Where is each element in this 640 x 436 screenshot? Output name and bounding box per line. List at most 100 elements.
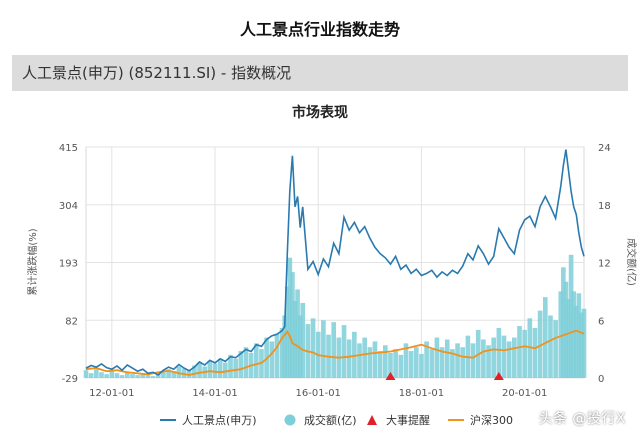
volume-bar — [295, 289, 300, 378]
left-tick-label: 82 — [65, 316, 78, 327]
volume-bar — [517, 326, 522, 378]
volume-bar — [460, 347, 466, 378]
event-marker — [493, 372, 504, 380]
legend-label: 成交额(亿) — [304, 413, 357, 427]
volume-bar — [292, 301, 298, 378]
volume-bar — [88, 373, 94, 378]
volume-bar — [481, 339, 486, 378]
volume-bar — [93, 369, 99, 378]
volume-bar — [357, 343, 362, 378]
volume-bar — [532, 327, 538, 378]
event-marker — [385, 372, 396, 380]
index-overview-label: 人工景点(申万) (852111.SI) - 指数概况 — [22, 64, 292, 82]
volume-bar — [424, 341, 429, 378]
chart-lines — [85, 149, 585, 376]
x-tick-label: 16-01-01 — [296, 388, 341, 399]
volume-bar — [434, 337, 440, 378]
volume-bar — [491, 337, 497, 378]
volume-bar — [233, 358, 238, 378]
volume-bar — [341, 325, 347, 378]
right-tick-label: 12 — [598, 259, 611, 270]
volume-bar — [269, 341, 275, 378]
left-tick-label: 415 — [59, 143, 78, 154]
volume-bar — [114, 373, 120, 378]
volume-bar — [372, 341, 378, 378]
x-tick-label: 12-01-01 — [89, 388, 134, 399]
volume-bar — [581, 308, 587, 378]
volume-bar — [217, 358, 223, 378]
volume-bar — [282, 315, 288, 378]
volume-bar — [104, 374, 109, 378]
volume-bar — [573, 305, 579, 378]
volume-bar — [377, 351, 383, 378]
volume-bar — [176, 366, 182, 378]
volume-bar — [228, 354, 233, 378]
volume-bar — [279, 327, 285, 378]
right-tick-label: 0 — [598, 374, 604, 385]
volume-bar — [558, 291, 564, 378]
legend-swatch-event — [367, 415, 377, 425]
chart-title: 市场表现 — [292, 105, 348, 121]
volume-bar — [470, 343, 476, 378]
volume-bar — [253, 343, 259, 378]
volume-bar — [403, 343, 409, 378]
volume-bar — [346, 339, 352, 378]
volume-bar — [553, 320, 558, 378]
volume-bar — [166, 369, 171, 378]
volume-bar — [455, 343, 460, 378]
volume-bar — [382, 345, 388, 378]
volume-bar — [321, 320, 326, 378]
volume-bar — [566, 299, 571, 378]
volume-bar — [561, 267, 566, 378]
index-line — [85, 149, 585, 376]
volume-bar — [413, 347, 419, 378]
volume-bar — [99, 372, 104, 378]
volume-bar — [486, 345, 491, 378]
volume-bars — [83, 254, 587, 378]
volume-bar — [155, 374, 161, 378]
page-title: 人工景点行业指数走势 — [239, 20, 400, 39]
index-overview-header: 人工景点(申万) (852111.SI) - 指数概况 — [12, 55, 628, 91]
volume-bar — [393, 349, 398, 378]
volume-bar — [537, 310, 543, 378]
volume-bar — [512, 337, 517, 378]
legend-label: 人工景点(申万) — [182, 414, 257, 427]
volume-bar — [439, 347, 445, 378]
volume-bar — [290, 272, 295, 378]
volume-bar — [161, 372, 166, 378]
volume-bar — [522, 329, 527, 378]
volume-bar — [398, 354, 404, 378]
volume-bar — [367, 347, 373, 378]
event-markers — [385, 372, 504, 380]
volume-bar — [542, 297, 548, 378]
legend-label: 沪深300 — [470, 413, 513, 427]
volume-bar — [362, 337, 367, 378]
x-tick-label: 20-01-01 — [502, 388, 547, 399]
volume-bar — [119, 375, 125, 378]
volume-bar — [506, 341, 512, 378]
legend-label: 大事提醒 — [386, 413, 430, 427]
volume-bar — [109, 371, 115, 378]
volume-bar — [501, 335, 507, 378]
volume-bar — [429, 349, 435, 378]
hs300-line — [85, 329, 585, 376]
volume-bar — [197, 362, 202, 378]
volume-bar — [287, 257, 293, 378]
volume-bar — [243, 347, 249, 378]
volume-bar — [171, 371, 177, 378]
volume-bar — [150, 376, 156, 378]
volume-bar — [300, 302, 306, 378]
volume-bar — [212, 363, 218, 378]
volume-bar — [181, 368, 187, 378]
left-tick-label: 304 — [59, 201, 78, 212]
legend-swatch-volume — [284, 414, 296, 426]
volume-bar — [576, 293, 582, 378]
volume-bar — [192, 365, 197, 378]
volume-bar — [568, 254, 574, 378]
volume-bar — [310, 318, 316, 378]
right-axis-title: 成交额(亿) — [625, 238, 638, 286]
volume-bar — [223, 362, 228, 378]
right-tick-label: 6 — [598, 316, 604, 327]
x-tick-label: 18-01-01 — [399, 388, 444, 399]
